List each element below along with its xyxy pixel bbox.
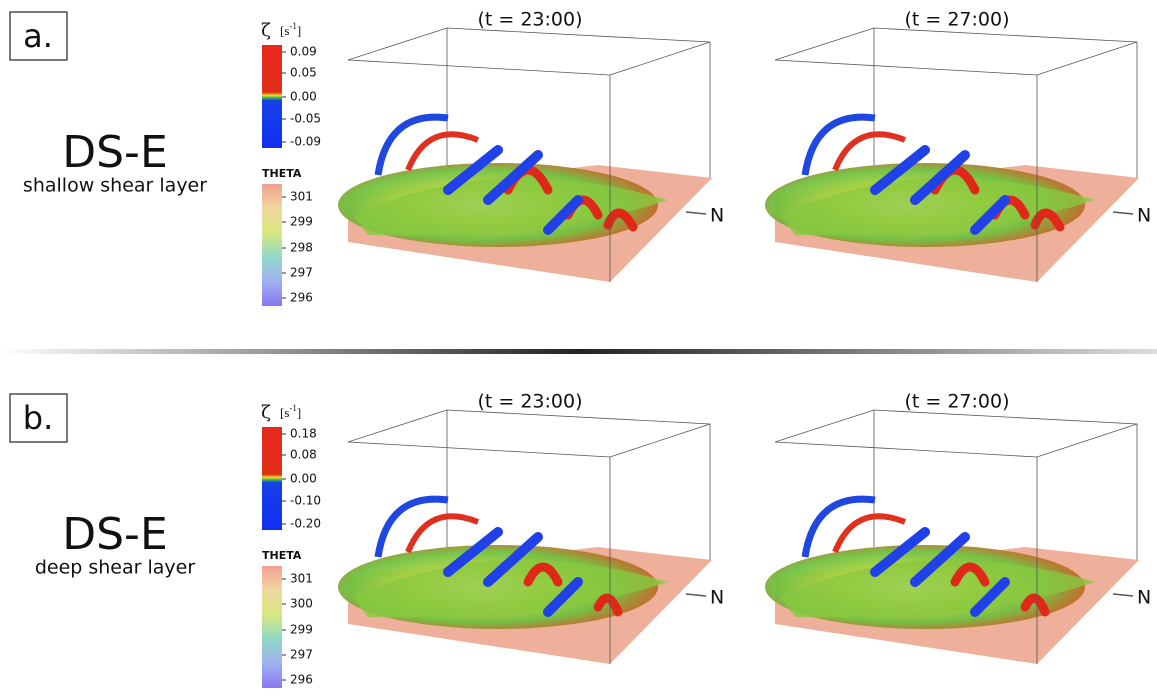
unit-exponent: -1 [289, 21, 297, 31]
unit-close: ] [297, 405, 301, 420]
view-time: (t = 23:00) [477, 9, 582, 31]
case-title: DS-E [62, 509, 168, 560]
case-subtitle: deep shear layer [35, 557, 196, 579]
colorbar-tick-label: 297 [290, 648, 313, 662]
vorticity-symbol: ζ [261, 20, 271, 41]
vorticity-unit: [s-1] [280, 403, 301, 420]
colorbar-tick-label: 296 [290, 291, 313, 305]
north-label: N [1137, 205, 1151, 227]
north-label: N [1137, 587, 1151, 609]
render-view: (t = 27:00) N [765, 9, 1151, 283]
vorticity-colorbar [262, 45, 282, 148]
colorbar-tick-label: 297 [290, 266, 313, 280]
vorticity-symbol: ζ [261, 402, 271, 423]
render-view: (t = 27:00) N [765, 391, 1151, 665]
colorbar-tick-label: 0.09 [290, 45, 317, 59]
colorbar-tick-label: 300 [290, 597, 313, 611]
unit-base: [s [280, 405, 289, 420]
colorbar-tick-label: -0.20 [290, 517, 321, 531]
theta-title: THETA [262, 549, 302, 562]
unit-base: [s [280, 23, 289, 38]
separator [0, 349, 1157, 354]
north-label: N [710, 587, 724, 609]
north-label: N [710, 205, 724, 227]
colorbar-tick-label: 0.08 [290, 448, 317, 462]
panel-label: b. [23, 399, 53, 437]
theta-title: THETA [262, 167, 302, 180]
north-arrow [1113, 594, 1133, 596]
colorbar-tick-label: 0.05 [290, 66, 317, 80]
render-view: (t = 23:00) N [338, 391, 724, 665]
view-time: (t = 27:00) [904, 9, 1009, 31]
colorbar-tick-label: -0.10 [290, 494, 321, 508]
north-arrow [686, 212, 706, 214]
box-front [775, 424, 1137, 457]
colorbar-tick-label: -0.09 [290, 135, 321, 149]
colorbar-tick-label: -0.05 [290, 112, 321, 126]
colorbar-tick-label: 301 [290, 190, 313, 204]
theta-colorbar [262, 566, 282, 688]
unit-close: ] [297, 23, 301, 38]
north-arrow [686, 594, 706, 596]
unit-exponent: -1 [289, 403, 297, 413]
case-subtitle: shallow shear layer [23, 175, 207, 197]
colorbar-tick-label: 301 [290, 572, 313, 586]
vorticity-unit: [s-1] [280, 21, 301, 38]
colorbar-tick-label: 0.18 [290, 427, 317, 441]
vorticity-colorbar [262, 427, 282, 530]
render-view: (t = 23:00) N [338, 9, 724, 283]
theta-colorbar [262, 184, 282, 306]
colorbar-tick-label: 299 [290, 623, 313, 637]
box-front [348, 42, 710, 75]
colorbar-tick-label: 0.00 [290, 90, 317, 104]
north-arrow [1113, 212, 1133, 214]
view-time: (t = 27:00) [904, 391, 1009, 413]
panel-label: a. [23, 17, 53, 55]
colorbar-tick-label: 298 [290, 241, 313, 255]
box-front [348, 424, 710, 457]
figure: a.DS-Eshallow shear layerζ[s-1]0.090.050… [0, 0, 1157, 696]
box-front [775, 42, 1137, 75]
colorbar-tick-label: 0.00 [290, 472, 317, 486]
colorbar-tick-label: 299 [290, 215, 313, 229]
view-time: (t = 23:00) [477, 391, 582, 413]
colorbar-tick-label: 296 [290, 673, 313, 687]
case-title: DS-E [62, 127, 168, 178]
